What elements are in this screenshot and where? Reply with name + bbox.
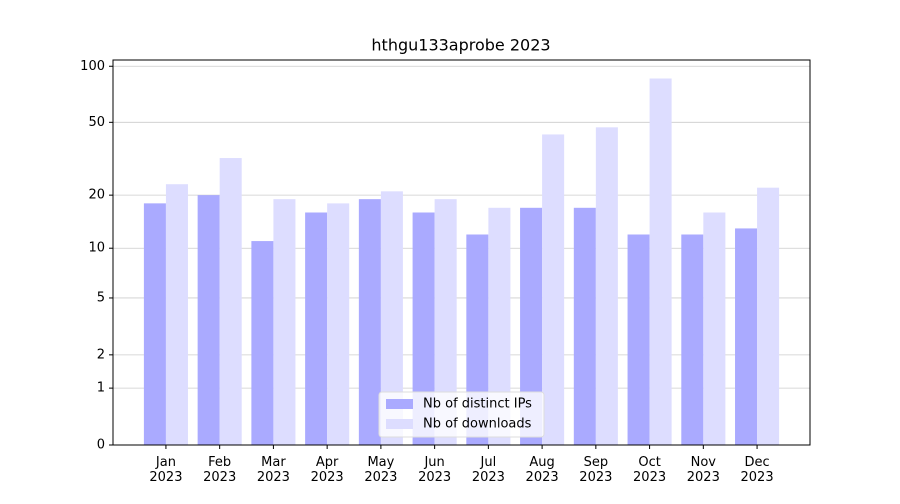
bar — [434, 199, 457, 445]
x-tick-label: Oct 2023 — [633, 455, 666, 485]
bar — [197, 195, 220, 445]
bar — [627, 234, 650, 445]
bar — [542, 134, 565, 445]
bar — [358, 199, 381, 445]
legend-label: Nb of downloads — [423, 417, 532, 432]
y-tick-label: 2 — [97, 347, 105, 362]
y-tick-label: 0 — [97, 438, 105, 453]
legend-swatch — [386, 399, 413, 409]
bar — [681, 234, 704, 445]
bar — [273, 199, 296, 445]
y-tick-label: 10 — [88, 241, 105, 256]
x-tick-label: Apr 2023 — [311, 455, 344, 485]
bar — [143, 203, 166, 445]
bar — [595, 127, 618, 445]
x-tick-label: Mar 2023 — [257, 455, 290, 485]
x-tick-label: Aug 2023 — [526, 455, 559, 485]
x-tick-label: Nov 2023 — [687, 455, 720, 485]
bar — [703, 212, 726, 445]
bar — [735, 228, 758, 445]
y-tick-label: 100 — [80, 59, 105, 74]
bar — [327, 203, 350, 445]
x-tick-label: Sep 2023 — [579, 455, 612, 485]
x-tick-label: Feb 2023 — [203, 455, 236, 485]
legend-box — [378, 391, 545, 438]
bar — [251, 241, 274, 445]
bar — [757, 187, 780, 446]
y-tick-label: 5 — [97, 290, 105, 305]
plot-frame — [112, 59, 811, 446]
bar — [219, 158, 242, 445]
bar — [412, 212, 435, 445]
legend-swatch — [386, 419, 413, 429]
bar — [380, 191, 403, 445]
bar — [649, 78, 672, 446]
bar — [520, 207, 543, 445]
x-tick-label: Jan 2023 — [149, 455, 182, 485]
bar — [165, 184, 188, 445]
legend-label: Nb of distinct IPs — [423, 397, 532, 412]
y-tick-label: 1 — [97, 381, 105, 396]
x-tick-label: Jun 2023 — [418, 455, 451, 485]
bar — [305, 212, 328, 445]
y-tick-label: 50 — [88, 115, 105, 130]
bar — [488, 207, 511, 445]
x-tick-label: Dec 2023 — [741, 455, 774, 485]
x-tick-label: May 2023 — [364, 455, 397, 485]
chart-title: hthgu133aprobe 2023 — [371, 36, 550, 55]
x-tick-label: Jul 2023 — [472, 455, 505, 485]
y-tick-label: 20 — [88, 188, 105, 203]
bar — [573, 207, 596, 445]
